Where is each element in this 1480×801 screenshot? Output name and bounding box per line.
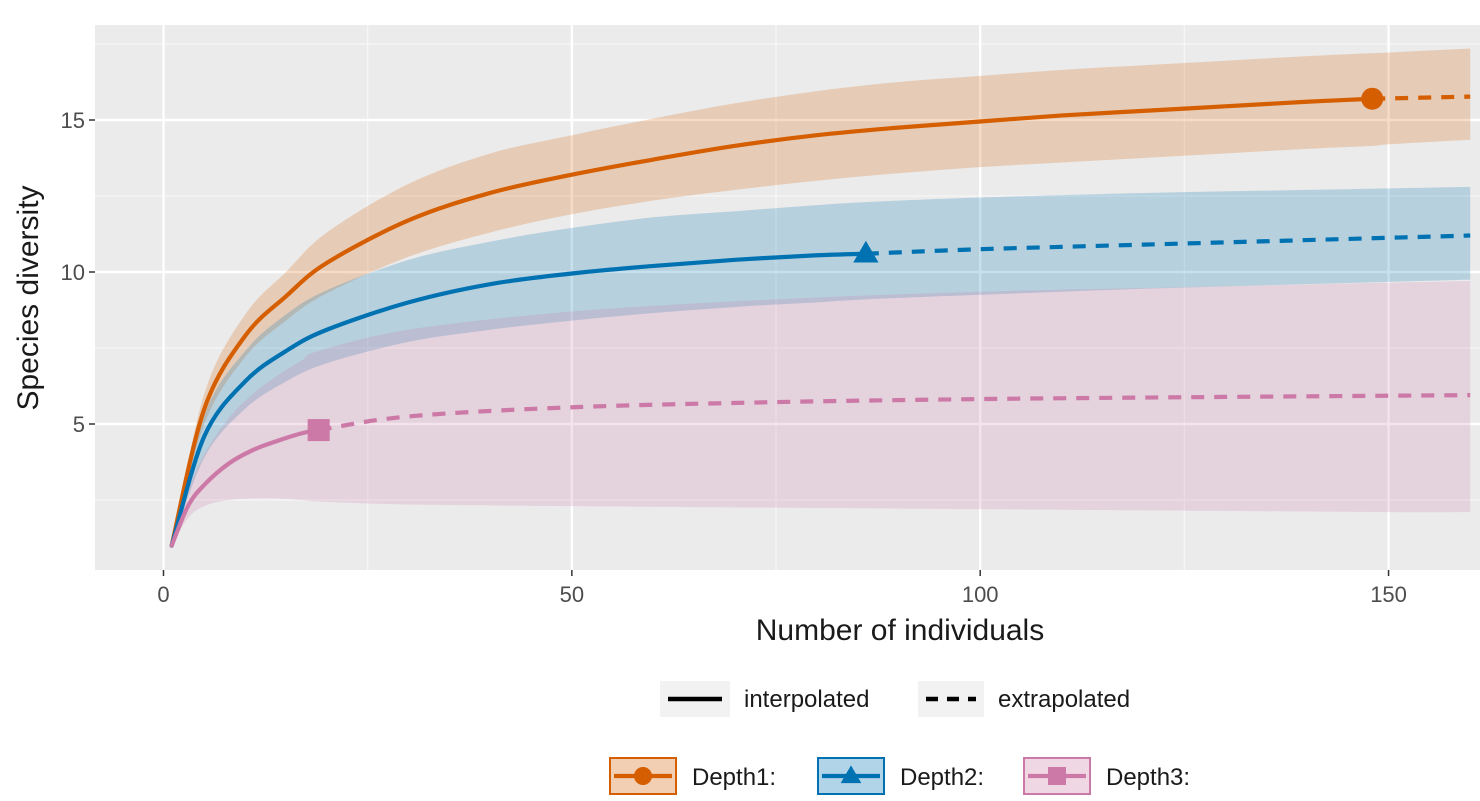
- band-depth1: [171, 48, 1471, 546]
- color-legend: Depth1: Depth2: Depth3:: [609, 757, 1190, 795]
- plot-panel: [95, 25, 1480, 570]
- legend-label-depth3: Depth3:: [1106, 764, 1190, 791]
- line-interpolated-depth3: [169, 427, 321, 548]
- curves: [169, 94, 1471, 548]
- band-depth2: [171, 186, 1471, 546]
- linetype-legend: interpolated extrapolated: [660, 681, 1130, 717]
- line-interpolated-depth1: [169, 96, 1375, 548]
- x-tick-label: 150: [1370, 582, 1407, 607]
- legend-key-marker-depth3: [1048, 767, 1066, 785]
- x-tick-label: 0: [157, 582, 169, 607]
- linetype-label-interpolated: interpolated: [744, 686, 869, 713]
- legend-key-marker-depth1: [634, 767, 652, 785]
- axis-ticks: 0 50 100 150 5 10 15: [61, 108, 1407, 607]
- y-tick-label: 10: [61, 260, 85, 285]
- observed-markers: [307, 87, 1384, 442]
- y-tick-label: 15: [61, 108, 85, 133]
- y-tick-label: 5: [73, 412, 85, 437]
- confidence-bands: [171, 48, 1471, 546]
- legend-key-marker-depth2: [840, 765, 862, 784]
- band-depth3: [171, 281, 1471, 546]
- legend-label-depth2: Depth2:: [900, 764, 984, 791]
- line-extrapolated-depth2: [865, 233, 1471, 256]
- y-axis-title: Species diversity: [12, 185, 45, 410]
- line-extrapolated-depth3: [318, 393, 1471, 433]
- observed-point-depth1: [1361, 87, 1384, 110]
- line-interpolated-depth2: [169, 251, 868, 548]
- gridlines: [95, 25, 1480, 570]
- observed-point-depth3: [307, 419, 330, 442]
- x-tick-label: 50: [560, 582, 584, 607]
- x-tick-label: 100: [962, 582, 999, 607]
- legend-label-depth1: Depth1:: [692, 764, 776, 791]
- observed-point-depth2: [853, 240, 879, 263]
- linetype-label-extrapolated: extrapolated: [998, 686, 1130, 713]
- x-axis-title: Number of individuals: [756, 614, 1044, 647]
